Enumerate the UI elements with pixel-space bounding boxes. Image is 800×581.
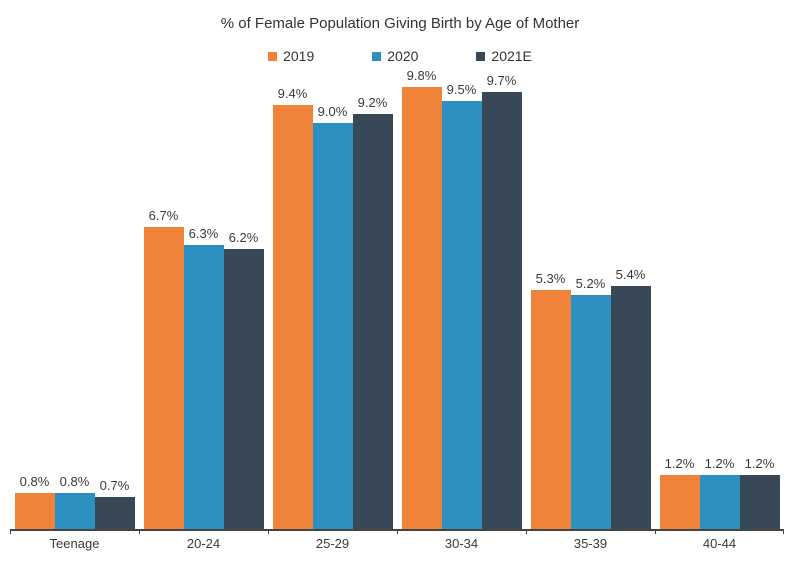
- bar-2021e-20-24: 6.2%: [223, 230, 264, 529]
- legend-item-2020: 2020: [372, 48, 418, 64]
- x-axis-tick: [655, 529, 656, 534]
- bar-value-label: 1.2%: [744, 455, 775, 471]
- legend-swatch-2021e: [476, 51, 486, 61]
- bar-value-label: 9.0%: [317, 104, 348, 120]
- bar-value-label: 9.2%: [357, 95, 388, 111]
- bar-2020-30-34: 9.5%: [441, 82, 482, 529]
- legend-item-2019: 2019: [268, 48, 314, 64]
- legend-swatch-2020: [372, 51, 382, 61]
- bar-group-35-39: 5.3% 5.2% 5.4%: [526, 64, 655, 529]
- legend-item-2021e: 2021E: [476, 48, 532, 64]
- plot-area: 0.8% 0.8% 0.7% 6.7% 6.3% 6.2% 9.4% 9.0% 9.2% 9.8%…: [10, 64, 784, 534]
- bar-value-label: 9.7%: [486, 72, 517, 88]
- x-axis-labels: Teenage 20-24 25-29 30-34 35-39 40-44: [10, 536, 784, 551]
- bar-value-label: 9.4%: [277, 86, 308, 102]
- bar-2021e-25-29: 9.2%: [352, 95, 393, 529]
- x-axis-tick: [525, 529, 527, 534]
- legend-label-2019: 2019: [283, 48, 315, 64]
- bar-value-label: 0.7%: [99, 478, 130, 494]
- bar-value-label: 5.2%: [575, 275, 606, 291]
- x-axis-label-teenage: Teenage: [49, 536, 100, 551]
- bar-value-label: 6.7%: [148, 207, 179, 223]
- bar-2021e-35-39: 5.4%: [610, 267, 651, 529]
- bar-value-label: 1.2%: [704, 455, 735, 471]
- legend-swatch-2019: [268, 51, 278, 61]
- x-axis-label-40-44: 40-44: [702, 536, 737, 551]
- bar-2019-25-29: 9.4%: [272, 86, 313, 529]
- x-axis-tick: [267, 529, 269, 534]
- bar-group-25-29: 9.4% 9.0% 9.2%: [268, 64, 397, 529]
- bar-2020-25-29: 9.0%: [312, 104, 353, 529]
- bar-value-label: 9.5%: [446, 81, 477, 97]
- bar-group-20-24: 6.7% 6.3% 6.2%: [139, 64, 268, 529]
- bar-value-label: 0.8%: [19, 473, 50, 489]
- legend: 2019 2020 2021E: [0, 48, 800, 64]
- bar-2019-40-44: 1.2%: [659, 456, 700, 529]
- bar-2021e-40-44: 1.2%: [739, 456, 780, 529]
- bar-2021e-teenage: 0.7%: [94, 478, 135, 529]
- bar-2021e-30-34: 9.7%: [481, 73, 522, 529]
- legend-label-2021e: 2021E: [491, 48, 532, 64]
- chart-title: % of Female Population Giving Birth by A…: [220, 15, 580, 32]
- bar-2019-35-39: 5.3%: [530, 271, 571, 529]
- bar-2019-teenage: 0.8%: [14, 474, 55, 529]
- x-axis-tick: [783, 529, 784, 534]
- bar-value-label: 6.2%: [228, 230, 259, 246]
- x-axis-tick: [138, 529, 140, 534]
- bar-value-label: 5.4%: [615, 266, 646, 282]
- bar-2020-teenage: 0.8%: [54, 474, 95, 529]
- bar-value-label: 0.8%: [59, 473, 90, 489]
- x-axis-tick: [10, 529, 11, 534]
- bar-value-label: 6.3%: [188, 225, 219, 241]
- x-axis-label-30-34: 30-34: [444, 536, 479, 551]
- bar-2020-35-39: 5.2%: [570, 276, 611, 529]
- x-axis-tick: [397, 529, 398, 534]
- bar-value-label: 1.2%: [664, 455, 695, 471]
- bar-group-teenage: 0.8% 0.8% 0.7%: [10, 64, 139, 529]
- x-axis-label-20-24: 20-24: [186, 536, 221, 551]
- bar-group-40-44: 1.2% 1.2% 1.2%: [655, 64, 784, 529]
- bar-2019-20-24: 6.7%: [143, 208, 184, 529]
- x-axis-label-35-39: 35-39: [573, 536, 608, 551]
- legend-label-2020: 2020: [387, 48, 419, 64]
- bar-2020-20-24: 6.3%: [183, 226, 224, 529]
- bar-value-label: 9.8%: [406, 68, 437, 83]
- bar-group-30-34: 9.8% 9.5% 9.7%: [397, 64, 526, 529]
- bar-2019-30-34: 9.8%: [401, 68, 442, 529]
- bar-2020-40-44: 1.2%: [699, 456, 740, 529]
- bar-value-label: 5.3%: [535, 271, 566, 286]
- x-axis-label-25-29: 25-29: [315, 536, 350, 551]
